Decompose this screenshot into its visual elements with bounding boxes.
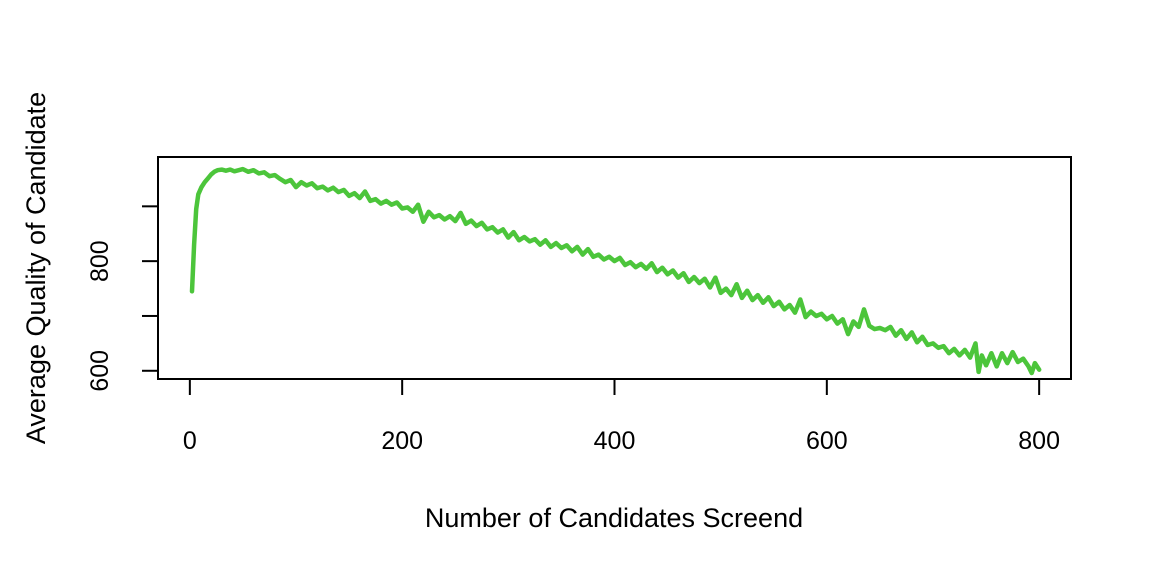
y-tick-label: 800 — [86, 240, 114, 282]
x-axis: 0 200 400 600 800 — [183, 378, 1060, 455]
y-axis-title: Average Quality of Candidate — [21, 92, 51, 444]
series-line-0 — [189, 166, 1042, 376]
x-tick-label: 600 — [806, 427, 848, 455]
x-tick-label: 400 — [594, 427, 636, 455]
series-layer — [189, 166, 1042, 376]
x-tick-label: 800 — [1018, 427, 1060, 455]
x-tick-label: 0 — [183, 427, 197, 455]
y-tick-label: 600 — [86, 350, 114, 392]
x-axis-title: Number of Candidates Screend — [425, 503, 803, 533]
y-axis: 600 800 — [86, 205, 159, 392]
x-tick-label: 200 — [381, 427, 423, 455]
